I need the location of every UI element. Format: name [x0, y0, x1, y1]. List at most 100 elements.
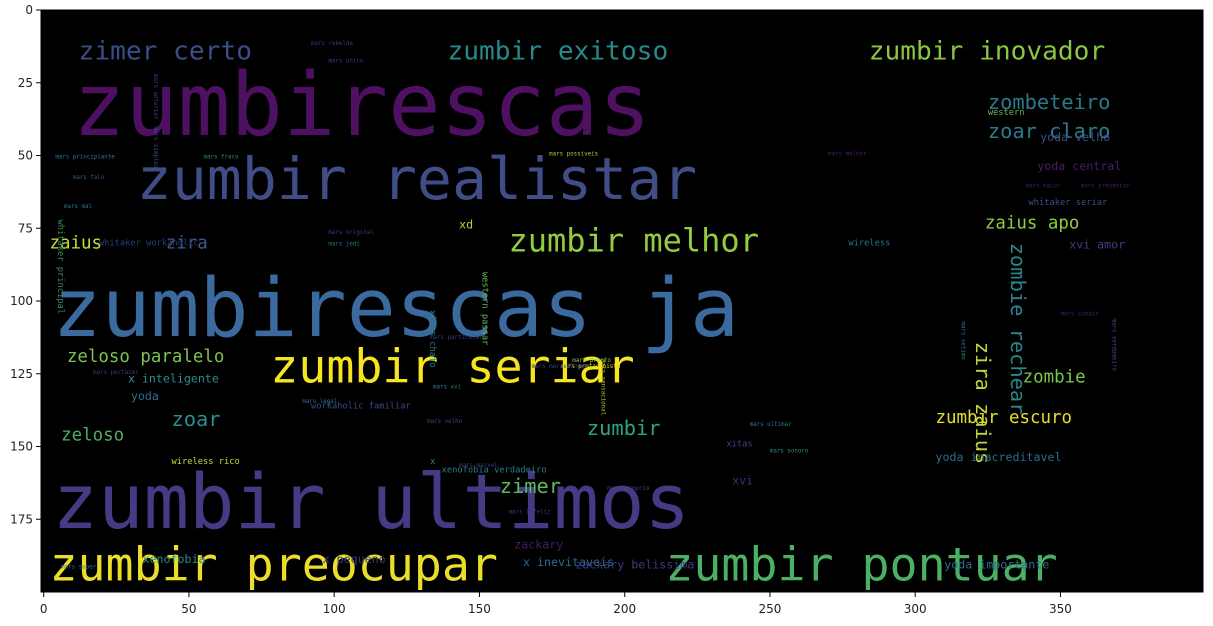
y-tick-label: 0: [25, 3, 33, 17]
x-tick-label: 0: [40, 602, 48, 616]
word-zumbir: zumbir: [587, 416, 661, 440]
word-whitaker-workaholic: whitaker workaholic: [99, 239, 199, 249]
word-xvi-amor: xvi amor: [1069, 238, 1125, 252]
word-mars-original: mars original: [328, 230, 374, 236]
word-mars-particular: mars particular: [430, 335, 483, 341]
word-mars-perfazer: mars perfazer: [93, 370, 139, 376]
word-zumbir-preocupar: zumbir preocupar: [50, 537, 498, 591]
word-zumbir-pontuar: zumbir pontuar: [665, 537, 1057, 591]
word-wireless: wireless: [848, 239, 890, 249]
x-tick-label: 100: [323, 602, 346, 616]
word-western-passar: western passar: [479, 272, 489, 345]
x-tick-label: 250: [758, 602, 781, 616]
word-zumbir-exitoso: zumbir exitoso: [447, 36, 668, 66]
y-tick-label: 175: [10, 512, 33, 526]
word-x: x: [430, 457, 435, 467]
word-yoda-inacreditavel: yoda inacreditavel: [936, 450, 1062, 464]
word-mars-anterior: mars anterior: [152, 74, 158, 120]
word-mars-super: mars super: [61, 565, 96, 571]
word-mars-zumbir: mars zumbir: [1060, 312, 1099, 318]
y-tick-label: 50: [18, 149, 33, 163]
word-mars-mal: mars mal: [64, 204, 92, 210]
word-zoar: zoar: [172, 407, 221, 431]
word-mars-jedi: mars jedi: [328, 242, 360, 248]
word-zumbir-inovador: zumbir inovador: [869, 36, 1106, 66]
word-zumbirescas: zumbirescas: [73, 54, 651, 156]
word-workaholic-familiar: workaholic familiar: [311, 402, 411, 412]
word-zimer: zimer: [500, 474, 561, 498]
word-x-pequeno: x pequeno: [323, 552, 386, 566]
word-xenofobia: xenofobia: [142, 552, 205, 566]
word-yoda-velho: yoda velho: [1040, 130, 1110, 144]
x-tick-label: 350: [1049, 602, 1072, 616]
word-x-inteligente: x inteligente: [128, 371, 219, 385]
word-zimer-certo: zimer certo: [79, 36, 252, 66]
word-mars-infeliz: mars infeliz: [509, 509, 551, 515]
y-tick-label: 100: [10, 294, 33, 308]
word-mars-unico: mars unico: [328, 58, 363, 64]
word-xd: xd: [459, 217, 473, 231]
word-zumbir-ultimos: zumbir ultimos: [52, 458, 690, 546]
word-xitas: xitas: [726, 440, 752, 450]
x-tick-label: 150: [468, 602, 491, 616]
word-xenofobia-verdadeiro: xenofobia verdadeiro: [442, 466, 547, 476]
word-zira-zaius: zira zaius: [971, 342, 995, 465]
word-zombie-rechear: zombie rechear: [1006, 243, 1030, 415]
x-tick-label: 50: [181, 602, 196, 616]
word-mars-setimo: mars setimo: [960, 321, 966, 360]
y-tick-label: 150: [10, 440, 33, 454]
word-whitaker-principal: whitaker principal: [55, 220, 65, 314]
plot-background: [41, 10, 1203, 592]
word-zaius-apo: zaius apo: [985, 213, 1079, 233]
word-zeloso-paralelo: zeloso paralelo: [67, 347, 224, 367]
word-x-inevitaveis: x inevitaveis: [523, 555, 614, 569]
word-wireless-rico: wireless rico: [172, 457, 240, 467]
word-zumbirescas-ja: zumbirescas ja: [52, 261, 739, 356]
word-yoda-central: yoda central: [1037, 159, 1121, 173]
word-mars-xvi: mars xvi: [433, 384, 461, 390]
word-whitaker-seriar: whitaker seriar: [1028, 198, 1107, 208]
word-zombeteiro: zombeteiro: [988, 90, 1111, 114]
word-mars-ultimar: mars ultimar: [750, 422, 792, 428]
word-yoda: yoda: [131, 389, 159, 403]
word-mars-simples: mars simples: [152, 126, 158, 168]
word-mars-falo: mars falo: [73, 175, 105, 181]
y-tick-label: 75: [18, 221, 33, 235]
word-mars-fraco: mars fraco: [203, 154, 238, 160]
word-mars-melhor: mars melhor: [828, 152, 867, 158]
word-mars-sensacional: mars sensacional: [599, 359, 605, 415]
y-axis: 0 25 50 75 100 125 150 175: [10, 3, 41, 526]
word-xvi: xvi: [732, 473, 753, 487]
word-mars-velho: mars velho: [427, 419, 462, 425]
word-mars-possiveis: mars possiveis: [549, 152, 598, 158]
word-mars-verdadeiro: mars verdadeiro: [1111, 318, 1117, 371]
x-tick-label: 200: [613, 602, 636, 616]
word-mars-protagonista: mars protagonista: [561, 364, 621, 370]
y-tick-label: 25: [18, 76, 33, 90]
word-western: western: [988, 108, 1025, 118]
word-mars-pronto: mars pronto: [572, 358, 611, 364]
word-xitas-chato: xitas chato: [427, 310, 437, 368]
word-mars-presentar: mars presentar: [1081, 184, 1130, 190]
word-zaius: zaius: [50, 234, 102, 254]
word-mars-proprio: mars proprio: [607, 486, 649, 492]
word-zoar-claro: zoar claro: [988, 119, 1111, 143]
y-tick-label: 125: [10, 367, 33, 381]
word-mars-sonoro: mars sonoro: [770, 448, 809, 454]
x-tick-label: 300: [904, 602, 927, 616]
word-mars-maior: mars maior: [1026, 184, 1061, 190]
word-zackary-belissima: zackary belissima: [575, 558, 694, 572]
word-zumbir-melhor: zumbir melhor: [509, 222, 759, 260]
word-mars-marxel: mars marxel: [459, 463, 498, 469]
word-mars-legal: mars legal: [302, 399, 337, 405]
word-mars-principiante: mars principiante: [55, 154, 115, 160]
word-zira: zira: [166, 234, 208, 254]
word-zumbir-seriar: zumbir seriar: [270, 339, 634, 393]
word-mars-maravilhoso: mars maravilhoso: [532, 364, 588, 370]
word-zombie: zombie: [1023, 367, 1086, 387]
word-zumbir-escuro: zumbir escuro: [936, 408, 1072, 428]
word-zackary: zackary: [514, 537, 563, 551]
word-mars-rebelde: mars rebelde: [311, 41, 353, 47]
